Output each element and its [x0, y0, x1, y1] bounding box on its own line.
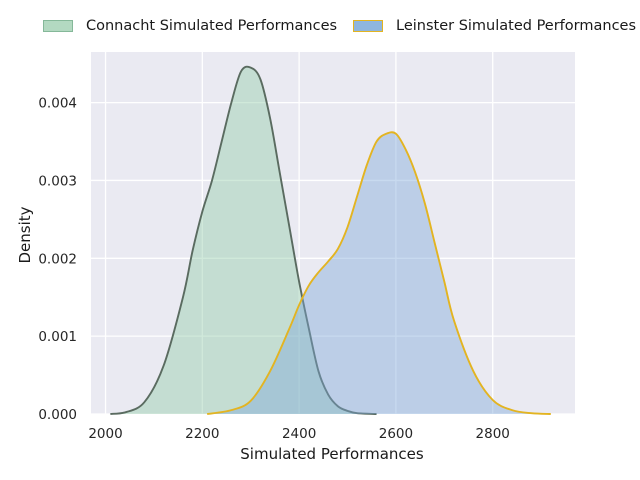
legend: Connacht Simulated Performances Leinster… [0, 18, 640, 42]
legend-label-connacht: Connacht Simulated Performances [86, 18, 338, 34]
y-tick-label: 0.004 [38, 96, 77, 112]
y-axis-label: Density [16, 206, 34, 263]
legend-swatch-leinster [353, 20, 383, 32]
area-leinster [207, 132, 551, 415]
x-tick-label: 2000 [88, 426, 122, 442]
y-tick-label: 0.001 [38, 329, 77, 345]
y-tick-label: 0.000 [38, 407, 77, 423]
x-tick-label: 2600 [379, 426, 413, 442]
y-tick-label: 0.003 [38, 173, 77, 189]
curve-connacht [110, 65, 377, 415]
x-axis-label: Simulated Performances [240, 445, 424, 463]
area-connacht [110, 66, 377, 414]
density-areas [110, 65, 551, 415]
legend-swatch-connacht [43, 20, 73, 32]
curve-leinster [207, 131, 551, 415]
legend-item-leinster: Leinster Simulated Performances [353, 18, 636, 34]
grid-lines [91, 52, 575, 415]
x-axis-ticks: 2000 2200 2400 2600 2800 [88, 426, 510, 442]
y-axis-ticks: 0.000 0.001 0.002 0.003 0.004 [38, 96, 77, 423]
y-tick-label: 0.002 [38, 251, 77, 267]
plot-background [91, 52, 575, 414]
x-tick-label: 2400 [282, 426, 316, 442]
x-tick-label: 2200 [185, 426, 219, 442]
x-tick-label: 2800 [476, 426, 510, 442]
legend-label-leinster: Leinster Simulated Performances [396, 18, 637, 34]
legend-item-connacht: Connacht Simulated Performances [43, 18, 337, 34]
